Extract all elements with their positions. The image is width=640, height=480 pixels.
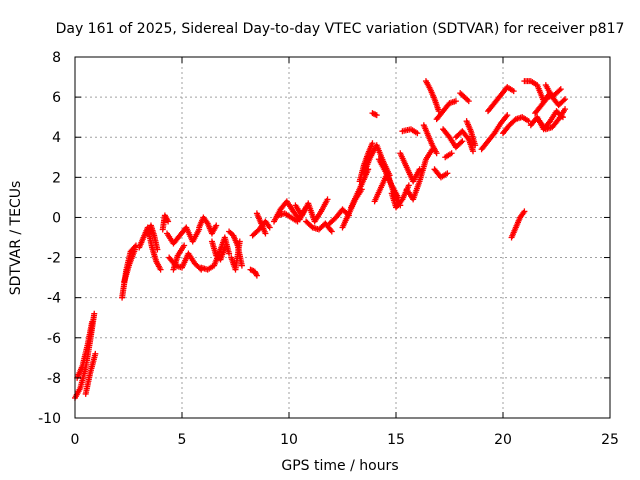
data-point-markers — [431, 166, 451, 181]
data-segment — [397, 150, 423, 185]
data-segment — [422, 78, 442, 115]
data-segment — [253, 210, 269, 237]
chart-title: Day 161 of 2025, Sidereal Day-to-day VTE… — [56, 21, 625, 37]
data-segment — [399, 126, 421, 137]
data-point-markers — [397, 150, 423, 185]
y-tick-label: 6 — [52, 90, 61, 106]
data-point-markers — [208, 238, 228, 263]
data-point-markers — [121, 246, 138, 285]
data-point-markers — [82, 350, 99, 397]
data-point-markers — [170, 242, 188, 273]
y-tick-label: -10 — [38, 411, 61, 427]
data-point-markers — [478, 112, 511, 153]
data-segment — [144, 222, 161, 253]
data-point-markers — [399, 126, 421, 137]
data-point-markers — [452, 128, 477, 155]
data-segment — [159, 212, 172, 233]
data-point-markers — [228, 238, 243, 273]
y-tick-label: -2 — [47, 251, 61, 267]
data-segment — [500, 114, 532, 137]
data-segment — [198, 234, 233, 273]
data-segment — [457, 90, 472, 105]
data-segment — [485, 84, 517, 115]
data-segment — [420, 122, 440, 157]
data-point-markers — [375, 156, 402, 201]
x-axis-label: GPS time / hours — [281, 458, 398, 474]
data-segment — [433, 98, 459, 123]
data-segment — [196, 214, 220, 237]
data-point-markers — [164, 224, 203, 247]
data-point-markers — [348, 166, 372, 211]
data-segment — [508, 208, 528, 241]
x-tick-label: 5 — [178, 432, 187, 448]
data-point-markers — [159, 212, 172, 233]
data-segment — [431, 166, 451, 181]
data-segment — [247, 266, 260, 279]
data-point-markers — [420, 122, 440, 157]
data-point-markers — [369, 110, 380, 119]
x-tick-label: 15 — [387, 432, 405, 448]
data-point-markers — [292, 196, 331, 225]
data-point-markers — [253, 210, 269, 237]
x-tick-label: 25 — [601, 432, 619, 448]
data-segment — [542, 82, 569, 109]
data-point-markers — [442, 150, 455, 161]
y-tick-label: 2 — [52, 170, 61, 186]
data-point-markers — [536, 106, 569, 133]
data-point-markers — [433, 98, 459, 123]
y-tick-label: 0 — [52, 210, 61, 226]
data-segment — [208, 238, 228, 263]
data-segment — [348, 166, 372, 211]
data-segment — [375, 156, 402, 201]
data-segment — [82, 350, 99, 397]
data-point-markers — [422, 78, 442, 115]
data-point-markers — [356, 140, 376, 185]
y-tick-label: 8 — [52, 50, 61, 66]
data-segment — [121, 246, 138, 285]
data-point-markers — [457, 90, 472, 105]
data-segment — [164, 224, 203, 247]
data-point-markers — [485, 84, 517, 115]
data-point-markers — [198, 234, 233, 273]
data-point-markers — [500, 114, 532, 137]
data-point-markers — [275, 210, 301, 225]
data-segment — [478, 112, 511, 153]
y-axis-label: SDTVAR / TECUs — [8, 181, 24, 296]
data-segment — [170, 242, 188, 273]
plot-frame — [74, 56, 611, 419]
data-point-markers — [403, 146, 436, 203]
x-tick-label: 0 — [71, 432, 80, 448]
data-points — [72, 78, 569, 401]
data-point-markers — [542, 82, 569, 109]
data-point-markers — [247, 266, 260, 279]
data-point-markers — [144, 222, 161, 253]
y-tick-label: -8 — [47, 371, 61, 387]
data-segment — [228, 238, 243, 273]
x-tick-label: 10 — [280, 432, 298, 448]
data-point-markers — [508, 208, 528, 241]
data-point-markers — [463, 118, 479, 149]
data-segment — [356, 140, 376, 185]
data-segment — [536, 106, 569, 133]
data-segment — [442, 150, 455, 161]
axis-ticks: 0 5 10 15 20 25 -10 -8 -6 -4 -2 0 2 4 6 8 — [38, 50, 619, 448]
data-segment — [292, 196, 331, 225]
data-segment — [275, 210, 301, 225]
data-point-markers — [196, 214, 220, 237]
data-segment — [463, 118, 479, 149]
y-tick-label: -4 — [47, 291, 61, 307]
data-point-markers — [303, 218, 335, 235]
y-tick-label: -6 — [47, 331, 61, 347]
data-point-markers — [440, 126, 466, 151]
data-segment — [303, 218, 335, 235]
data-segment — [369, 110, 380, 119]
x-tick-label: 20 — [494, 432, 512, 448]
data-segment — [403, 146, 436, 203]
data-segment — [440, 126, 466, 151]
data-segment — [452, 128, 477, 155]
y-tick-label: 4 — [52, 130, 61, 146]
